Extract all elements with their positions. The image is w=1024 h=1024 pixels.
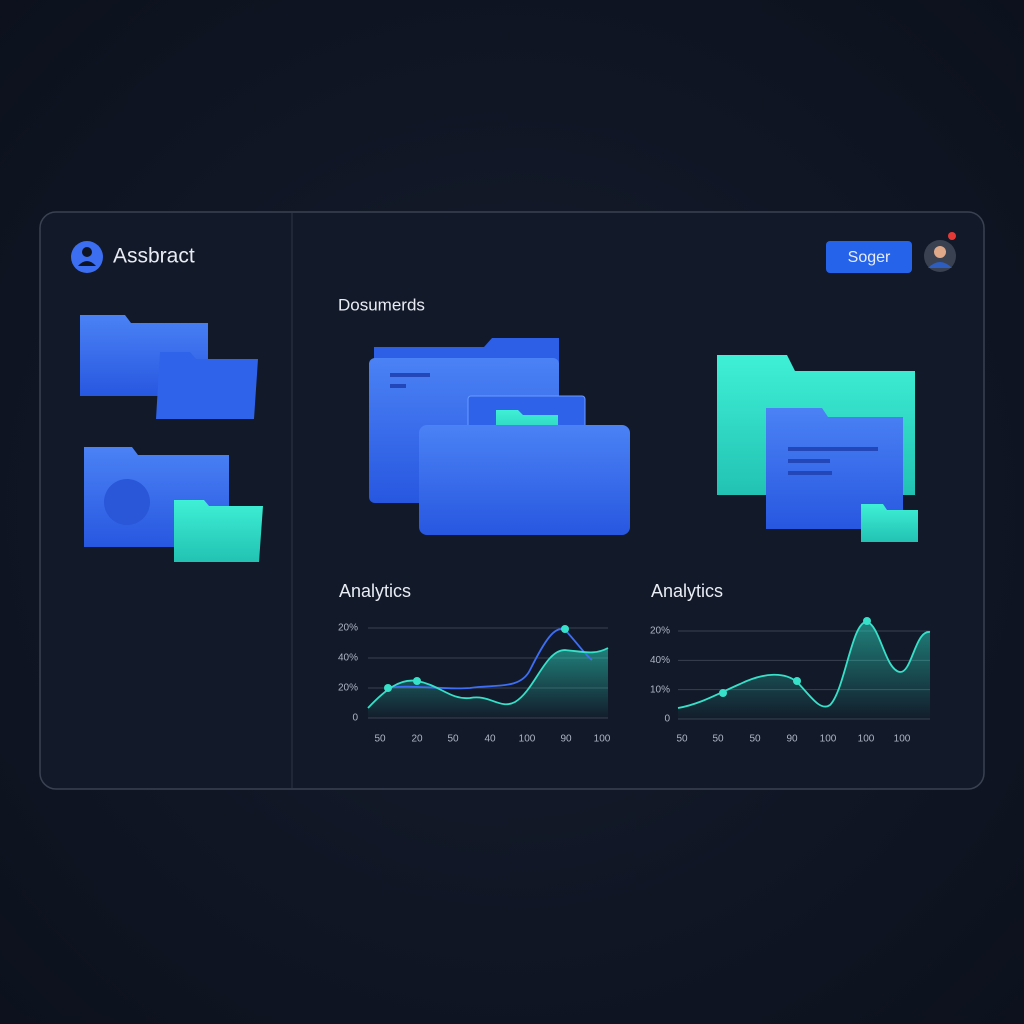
x-axis-label: 40	[484, 734, 496, 745]
panel-title: Analytics	[339, 581, 411, 601]
y-axis-label: 0	[352, 713, 358, 724]
folder-icon	[84, 447, 263, 562]
x-axis-label: 50	[749, 734, 761, 745]
panel-title: Analytics	[651, 581, 723, 601]
y-axis-label: 40%	[338, 653, 358, 664]
folder-illustration	[369, 338, 630, 535]
chart-curves	[367, 617, 931, 719]
y-axis-label: 20%	[650, 626, 670, 637]
user-icon	[71, 241, 103, 273]
y-axis-label: 20%	[338, 683, 358, 694]
avatar[interactable]	[924, 232, 956, 272]
x-axis-label: 50	[374, 734, 386, 745]
x-axis-label: 100	[820, 734, 837, 745]
action-button[interactable]	[826, 241, 912, 273]
x-axis-label: 90	[786, 734, 798, 745]
x-axis-label: 50	[676, 734, 688, 745]
y-axis-label: 20%	[338, 623, 358, 634]
section-title: Dosumerds	[338, 295, 425, 314]
folder-icon	[80, 315, 258, 419]
button-label[interactable]: Soger	[848, 249, 891, 266]
x-axis-label: 50	[447, 734, 459, 745]
x-axis-label: 100	[519, 734, 536, 745]
x-axis-label: 20	[411, 734, 423, 745]
y-axis-label: 0	[664, 714, 670, 725]
app-title: Assbract	[113, 245, 195, 268]
y-axis-label: 10%	[650, 684, 670, 695]
x-axis-label: 100	[894, 734, 911, 745]
y-axis-label: 40%	[650, 655, 670, 666]
x-axis-label: 90	[560, 734, 572, 745]
x-axis-label: 50	[712, 734, 724, 745]
x-axis-label: 100	[594, 734, 611, 745]
folder-illustration	[717, 355, 918, 542]
x-axis-label: 100	[858, 734, 875, 745]
